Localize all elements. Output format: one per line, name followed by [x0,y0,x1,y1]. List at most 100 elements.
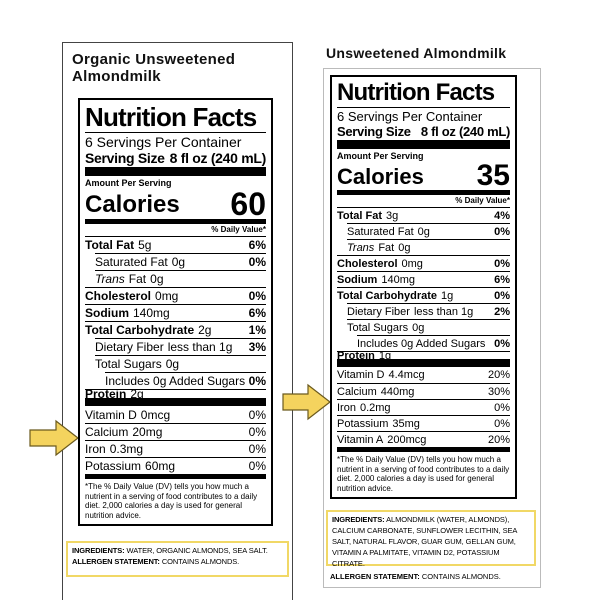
serving-size-label: Serving Size [85,150,165,166]
nutrition-label: Nutrition Facts 6 Servings Per Container S… [330,75,517,499]
nutrient-row: Saturated Fat 0g 0% [95,253,266,270]
nutrition-label: Nutrition Facts 6 Servings Per Container S… [78,98,273,526]
nutrient-row: Total Sugars 0g [95,355,266,372]
ingredients-label: INGREDIENTS: [332,515,385,524]
vitamin-amount: 35mg [392,417,420,430]
nutrient-dv: 0% [494,337,510,350]
product-title: Unsweetened Almondmilk [326,45,507,61]
vitamin-row: Vitamin A 200mcg 20% [337,431,510,447]
vitamin-dv: 0% [248,425,266,439]
nutrient-name: Cholesterol [337,257,398,270]
nutrient-name: Dietary Fiber [95,340,164,354]
nutrient-row: Sodium 140mg 6% [337,271,510,287]
vitamin-amount: 4.4mcg [388,369,425,381]
nutrient-row: Dietary Fiber less than 1g 2% [347,303,510,319]
nutrient-row: Trans Fat 0g [347,239,510,255]
nutrient-name: Dietary Fiber [347,305,410,318]
dv-header: % Daily Value* [337,190,510,207]
nutrient-name: Protein [85,387,127,401]
nutrient-amount: 0g [165,357,180,371]
vitamin-dv: 20% [487,433,510,446]
nutrient-row: Includes 0g Added Sugars 0% [357,335,510,351]
nutrient-amount: less than 1g [413,305,474,318]
nutrient-row: Total Sugars 0g [347,319,510,335]
amount-per-serving: Amount Per Serving [85,167,266,189]
nutrient-amount: 0g [171,255,186,269]
vitamin-dv: 0% [248,459,266,473]
nutrient-dv: 0% [494,225,510,238]
calories-label: Calories [85,191,180,218]
nutrient-row: Total Fat 5g 6% [85,236,266,253]
nutrient-amount: 3g [386,209,399,222]
allergen: ALLERGEN STATEMENT: CONTAINS ALMONDS. [72,556,283,567]
vitamin-dv: 0% [494,401,510,414]
vitamin-row: Iron 0.3mg 0% [85,440,266,457]
nutrient-amount: 0g [412,321,425,334]
nutrient-row: Total Fat 3g 4% [337,207,510,223]
vitamin-row: Calcium 20mg 0% [85,423,266,440]
calories-value: 60 [230,186,266,222]
product-title: Organic Unsweetened Almondmilk [72,51,236,85]
nutrient-amount: 2g [198,323,212,337]
nutrient-amount: 2g [130,387,144,401]
nutrient-name: Cholesterol [85,289,152,303]
vitamin-name: Calcium [337,385,377,398]
left-panel [62,42,293,600]
allergen: ALLERGEN STATEMENT: CONTAINS ALMONDS. [330,571,501,582]
nutrient-name: Total Carbohydrate [337,289,438,302]
nutrient-amount: 140mg [133,306,170,320]
serving-size-value: 8 fl oz (240 mL) [169,150,267,166]
calories-label: Calories [337,164,424,189]
amount-per-serving: Amount Per Serving [337,140,510,162]
right-panel [323,68,541,588]
nutrient-amount: 0g [150,272,164,286]
nutrient-name: Trans [95,272,125,286]
calories-row: Calories 35 [337,161,510,191]
nutrient-dv: 6% [494,273,510,286]
ingredients-text: WATER, ORGANIC ALMONDS, SEA SALT. [126,546,268,555]
allergen-text: CONTAINS ALMONDS. [161,557,240,566]
vitamin-name: Potassium [337,417,389,430]
label-title: Nutrition Facts [337,79,510,108]
vitamin-amount: 0.3mg [109,442,144,456]
nutrient-dv: 3% [248,340,266,354]
nutrient-name: Fat [128,272,147,286]
nutrient-dv: 0% [248,255,266,269]
vitamin-amount: 20mg [132,425,163,439]
nutrient-dv: 0% [248,374,266,388]
nutrient-amount: 0g [417,225,430,238]
nutrient-name: Total Sugars [95,357,162,371]
ingredients-box: INGREDIENTS: ALMONDMILK (WATER, ALMONDS)… [326,510,536,568]
servings: 6 Servings Per Container [337,109,483,124]
vitamin-dv: 30% [487,385,510,398]
vitamin-name: Iron [85,442,106,456]
vitamin-row: Vitamin D 4.4mcg 20% [337,367,510,383]
vitamin-dv: 0% [248,442,266,456]
ingredients-text: ALMONDMILK (WATER, ALMONDS), CALCIUM CAR… [332,515,517,568]
nutrient-row: Saturated Fat 0g 0% [347,223,510,239]
allergen-text: CONTAINS ALMONDS. [421,572,501,581]
vitamin-row: Calcium 440mg 30% [337,383,510,399]
serving-size: Serving Size 8 fl oz (240 mL) [85,150,266,167]
ingredients-label: INGREDIENTS: [72,546,125,555]
nutrient-row: Trans Fat 0g [95,270,266,287]
nutrient-name: Total Fat [85,238,135,252]
vitamin-dv: 0% [248,407,266,422]
vitamin-dv: 20% [487,369,510,381]
serving-size-label: Serving Size [337,124,411,139]
nutrient-dv: 4% [494,209,510,222]
nutrient-row: Cholesterol 0mg 0% [337,255,510,271]
nutrient-row: Includes 0g Added Sugars 0% [105,372,266,389]
vitamin-amount: 60mg [145,459,176,473]
nutrient-dv: 2% [494,305,510,318]
nutrient-name: Saturated Fat [95,255,168,269]
vitamin-row: Potassium 35mg 0% [337,415,510,431]
ingredients: INGREDIENTS: WATER, ORGANIC ALMONDS, SEA… [72,545,283,556]
nutrient-amount: less than 1g [167,340,233,354]
nutrient-amount: 1g [378,349,392,362]
nutrient-amount: 1g [441,289,454,302]
nutrient-amount: 0mg [401,257,423,270]
nutrient-name: Total Fat [337,209,383,222]
calories-row: Calories 60 [85,186,266,222]
